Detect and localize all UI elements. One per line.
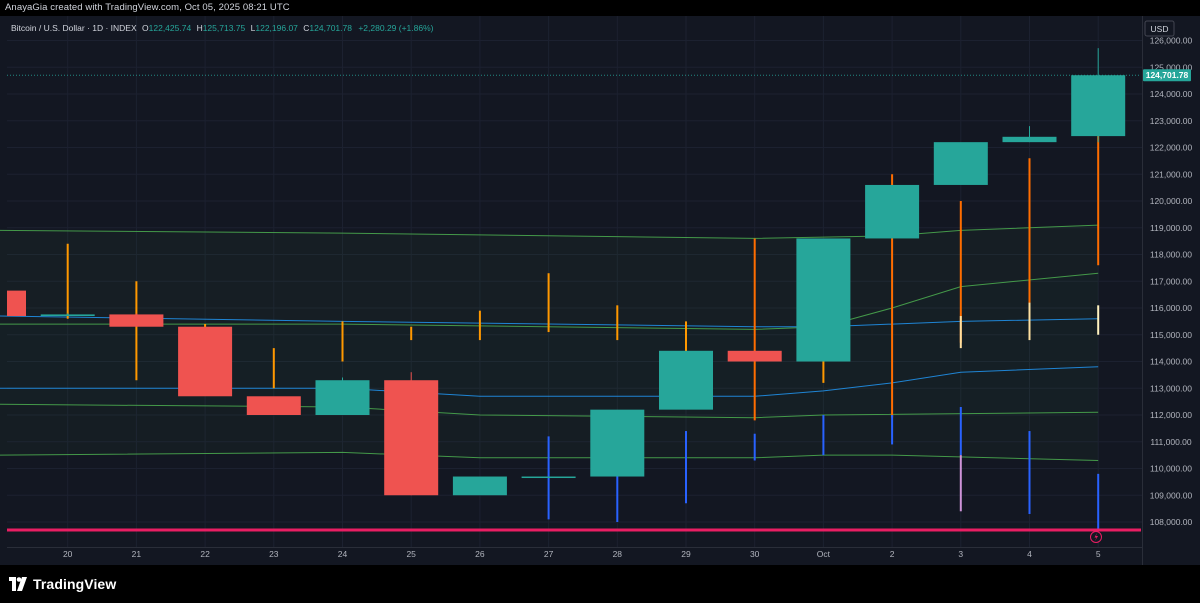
tradingview-logo-icon <box>9 577 27 591</box>
time-tick-label: 30 <box>750 549 760 559</box>
price-tick-label: 108,000.00 <box>1150 517 1193 527</box>
price-tick-label: 118,000.00 <box>1150 250 1192 260</box>
candles <box>7 48 1126 496</box>
bottom-bar: TradingView <box>0 565 1200 603</box>
price-tick-label: 112,000.00 <box>1150 410 1192 420</box>
time-tick-label: 25 <box>406 549 416 559</box>
currency-label: USD <box>1151 24 1169 34</box>
last-price-tag: 124,701.78 <box>1143 69 1191 82</box>
credit-text: AnayaGia created with TradingView.com, O… <box>5 2 290 13</box>
time-tick-label: 27 <box>544 549 554 559</box>
legend-l-label: L <box>251 23 256 33</box>
price-tick-label: 126,000.00 <box>1150 36 1193 46</box>
candle <box>1071 75 1126 137</box>
price-tick-label: 123,000.00 <box>1150 116 1193 126</box>
currency-badge[interactable]: USD <box>1144 20 1175 37</box>
time-tick-label: 20 <box>63 549 73 559</box>
time-tick-label: 21 <box>132 549 142 559</box>
price-tick-label: 117,000.00 <box>1150 276 1192 286</box>
legend-o-label: O <box>142 23 149 33</box>
legend-change: +2,280.29 (+1.86%) <box>358 23 433 33</box>
price-tick-label: 114,000.00 <box>1150 357 1192 367</box>
candle <box>178 326 233 397</box>
candle <box>521 476 576 479</box>
candle <box>452 476 507 496</box>
legend-c-value: 124,701.78 <box>309 23 352 33</box>
time-tick-label: 23 <box>269 549 279 559</box>
time-tick-label: 3 <box>958 549 963 559</box>
legend-o-value: 122,425.74 <box>149 23 192 33</box>
price-tick-label: 113,000.00 <box>1150 383 1192 393</box>
price-tick-label: 119,000.00 <box>1150 223 1192 233</box>
time-tick-label: 22 <box>200 549 210 559</box>
price-tick-label: 121,000.00 <box>1150 169 1193 179</box>
price-tick-label: 110,000.00 <box>1150 464 1192 474</box>
price-tick-label: 122,000.00 <box>1150 143 1193 153</box>
price-axis[interactable]: 108,000.00 109,000.00 110,000.00 111,000.00… <box>1150 36 1193 528</box>
time-tick-label: 5 <box>1096 549 1101 559</box>
price-tick-label: 116,000.00 <box>1150 303 1192 313</box>
time-tick-label: 29 <box>681 549 691 559</box>
alert-icon[interactable] <box>1090 531 1102 543</box>
legend-h-label: H <box>197 23 203 33</box>
candle <box>659 350 713 410</box>
price-tick-label: 120,000.00 <box>1150 196 1193 206</box>
time-tick-label: 26 <box>475 549 485 559</box>
time-tick-label: 2 <box>890 549 895 559</box>
legend: Bitcoin / U.S. Dollar · 1D · INDEX O122,… <box>11 23 434 33</box>
candle <box>727 350 782 362</box>
candle <box>109 314 164 327</box>
tradingview-logo[interactable]: TradingView <box>9 575 116 593</box>
price-tick-label: 124,000.00 <box>1150 89 1193 99</box>
time-axis[interactable]: 20 21 22 23 24 25 26 27 28 29 30 Oct 2 3 4 5 <box>63 549 1101 559</box>
price-tick-label: 109,000.00 <box>1150 490 1193 500</box>
indicator-bands <box>0 224 1099 461</box>
legend-symbol: Bitcoin / U.S. Dollar · 1D · INDEX <box>11 23 137 33</box>
price-tick-label: 111,000.00 <box>1150 437 1192 447</box>
time-tick-label: 24 <box>338 549 348 559</box>
legend-c-label: C <box>303 23 309 33</box>
brand-name: TradingView <box>33 576 117 592</box>
candle <box>590 409 645 477</box>
candle <box>1002 136 1057 143</box>
candle <box>7 290 26 317</box>
candle <box>246 396 301 415</box>
candle <box>384 380 439 496</box>
candle <box>933 142 988 185</box>
price-tick-label: 115,000.00 <box>1150 330 1192 340</box>
candle <box>40 314 95 317</box>
candle <box>315 380 370 415</box>
candlestick-chart[interactable]: Bitcoin / U.S. Dollar · 1D · INDEX O122,… <box>0 16 1200 565</box>
legend-h-value: 125,713.75 <box>203 23 246 33</box>
time-tick-label: 28 <box>613 549 623 559</box>
price-tick-label: 125,000.00 <box>1150 62 1193 72</box>
time-tick-label: 4 <box>1027 549 1032 559</box>
top-bar: AnayaGia created with TradingView.com, O… <box>0 0 1200 16</box>
last-price-label: 124,701.78 <box>1146 70 1189 80</box>
legend-l-value: 122,196.07 <box>255 23 298 33</box>
band-line-upper <box>0 224 1099 239</box>
candle <box>796 238 851 362</box>
chart-area[interactable]: Bitcoin / U.S. Dollar · 1D · INDEX O122,… <box>0 16 1200 565</box>
time-tick-label: Oct <box>817 549 831 559</box>
candle <box>865 184 920 239</box>
